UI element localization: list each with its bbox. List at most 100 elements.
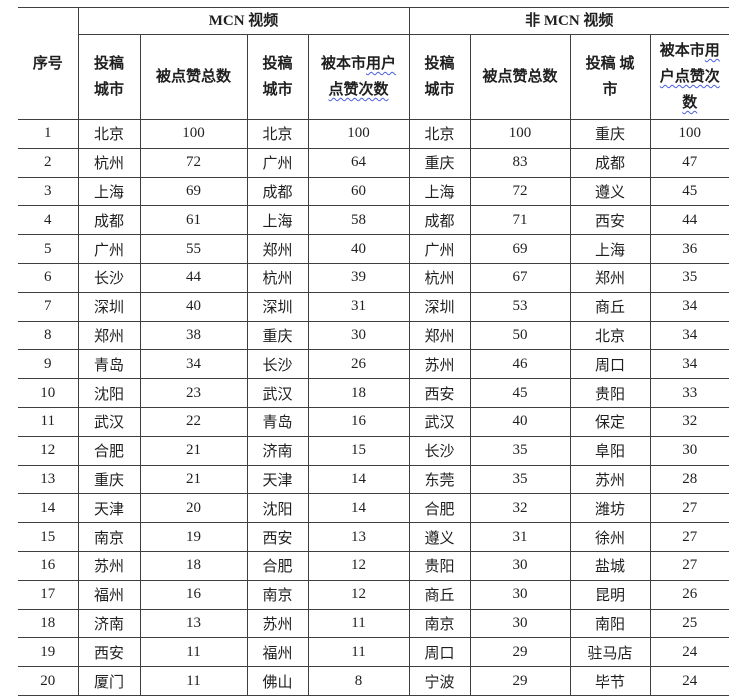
mcn-local-city-cell: 苏州 [246,609,308,639]
non-mcn-total-likes-cell: 53 [469,292,571,322]
table-row: 5 广州 55 郑州 40 广州 69 上海 36 [18,234,730,264]
non-mcn-total-likes-cell: 45 [469,378,571,408]
mcn-local-city-cell: 西安 [246,522,308,552]
non-mcn-total-likes-cell: 72 [469,177,571,207]
non-mcn-local-city-cell: 重庆 [569,119,651,149]
row-seq-cell: 19 [18,637,78,668]
non-mcn-total-likes-cell: 35 [469,436,571,466]
mcn-total-likes-cell: 38 [139,321,247,351]
row-seq-cell: 15 [18,522,78,552]
mcn-total-likes-cell: 44 [139,263,247,293]
table-row: 3 上海 69 成都 60 上海 72 遵义 45 [18,177,730,207]
mcn-total-likes-cell: 21 [139,465,247,495]
non-mcn-local-city-cell: 郑州 [569,263,651,293]
non-mcn-total-likes-cell: 69 [469,234,571,264]
subheader-mcn-local-likes: 被本市用户点赞次数 [307,34,410,120]
table-row: 1 北京 100 北京 100 北京 100 重庆 100 [18,119,730,149]
row-seq-cell: 12 [18,436,78,466]
mcn-local-likes-cell: 39 [307,263,410,293]
mcn-total-likes-cell: 61 [139,205,247,236]
row-seq-cell: 7 [18,292,78,322]
non-mcn-local-likes-cell: 34 [649,321,730,351]
mcn-city-cell: 天津 [77,493,140,524]
table-row: 4 成都 61 上海 58 成都 71 西安 44 [18,205,730,236]
non-mcn-local-city-cell: 驻马店 [569,637,651,668]
row-seq-cell: 18 [18,609,78,639]
mcn-total-likes-cell: 11 [139,666,247,696]
mcn-city-cell: 南京 [77,522,140,552]
non-mcn-local-likes-cell: 28 [649,465,730,495]
row-seq-cell: 2 [18,148,78,178]
non-mcn-total-likes-cell: 32 [469,493,571,524]
non-mcn-local-likes-cell: 100 [649,119,730,149]
mcn-total-likes-cell: 19 [139,522,247,552]
non-mcn-city-cell: 遵义 [408,522,471,552]
non-mcn-local-likes-cell: 45 [649,177,730,207]
non-mcn-local-likes-cell: 25 [649,609,730,639]
row-seq-cell: 3 [18,177,78,207]
table-row: 9 青岛 34 长沙 26 苏州 46 周口 34 [18,349,730,380]
table-row: 16 苏州 18 合肥 12 贵阳 30 盐城 27 [18,551,730,581]
mcn-city-cell: 济南 [77,609,140,639]
mcn-city-cell: 西安 [77,637,140,668]
table-row: 10 沈阳 23 武汉 18 西安 45 贵阳 33 [18,378,730,408]
non-mcn-local-city-cell: 北京 [569,321,651,351]
subheader-mcn-local-likes-squiggled: 用户点赞次数 [328,56,397,98]
non-mcn-local-city-cell: 毕节 [569,666,651,696]
row-seq-cell: 8 [18,321,78,351]
table-row: 8 郑州 38 重庆 30 郑州 50 北京 34 [18,321,730,351]
non-mcn-local-city-cell: 保定 [569,407,651,437]
mcn-city-cell: 上海 [77,177,140,207]
table-row: 2 杭州 72 广州 64 重庆 83 成都 47 [18,148,730,178]
mcn-local-city-cell: 成都 [246,177,308,207]
mcn-local-likes-cell: 14 [307,493,410,524]
mcn-local-likes-cell: 26 [307,349,410,380]
non-mcn-city-cell: 广州 [408,234,471,264]
subheader-non-mcn-city: 投稿城市 [408,34,471,120]
header-sub-row: 投稿城市 被点赞总数 投稿城市 被本市用户点赞次数 投稿城市 被点赞总数 投稿 … [18,34,730,120]
mcn-local-likes-cell: 12 [307,580,410,610]
non-mcn-local-city-cell: 遵义 [569,177,651,207]
non-mcn-city-cell: 周口 [408,637,471,668]
row-seq-cell: 11 [18,407,78,437]
row-seq-cell: 14 [18,493,78,524]
mcn-local-city-cell: 北京 [246,119,308,149]
non-mcn-local-likes-cell: 27 [649,493,730,524]
non-mcn-city-cell: 深圳 [408,292,471,322]
subheader-non-mcn-local-likes-squiggled: 用户点赞次数 [659,43,720,111]
mcn-local-city-cell: 重庆 [246,321,308,351]
table-row: 18 济南 13 苏州 11 南京 30 南阳 25 [18,609,730,639]
non-mcn-local-city-cell: 苏州 [569,465,651,495]
mcn-city-cell: 长沙 [77,263,140,293]
non-mcn-city-cell: 合肥 [408,493,471,524]
mcn-local-city-cell: 深圳 [246,292,308,322]
non-mcn-local-likes-cell: 35 [649,263,730,293]
mcn-total-likes-cell: 13 [139,609,247,639]
mcn-city-cell: 青岛 [77,349,140,380]
mcn-total-likes-cell: 11 [139,637,247,668]
non-mcn-local-likes-cell: 33 [649,378,730,408]
mcn-local-city-cell: 青岛 [246,407,308,437]
non-mcn-local-city-cell: 贵阳 [569,378,651,408]
mcn-total-likes-cell: 18 [139,551,247,581]
mcn-local-likes-cell: 100 [307,119,410,149]
mcn-local-likes-cell: 58 [307,205,410,236]
table-row: 15 南京 19 西安 13 遵义 31 徐州 27 [18,522,730,552]
non-mcn-total-likes-cell: 100 [469,119,571,149]
non-mcn-city-cell: 上海 [408,177,471,207]
non-mcn-city-cell: 郑州 [408,321,471,351]
mcn-total-likes-cell: 55 [139,234,247,264]
mcn-total-likes-cell: 100 [139,119,247,149]
table-row: 14 天津 20 沈阳 14 合肥 32 潍坊 27 [18,493,730,524]
mcn-local-likes-cell: 13 [307,522,410,552]
table-row: 12 合肥 21 济南 15 长沙 35 阜阳 30 [18,436,730,466]
mcn-total-likes-cell: 34 [139,349,247,380]
table-row: 13 重庆 21 天津 14 东莞 35 苏州 28 [18,465,730,495]
mcn-local-city-cell: 天津 [246,465,308,495]
row-seq-cell: 9 [18,349,78,380]
mcn-local-city-cell: 郑州 [246,234,308,264]
mcn-local-likes-cell: 40 [307,234,410,264]
header-group-mcn: MCN 视频 [77,7,410,35]
table-row: 7 深圳 40 深圳 31 深圳 53 商丘 34 [18,292,730,322]
mcn-local-city-cell: 南京 [246,580,308,610]
